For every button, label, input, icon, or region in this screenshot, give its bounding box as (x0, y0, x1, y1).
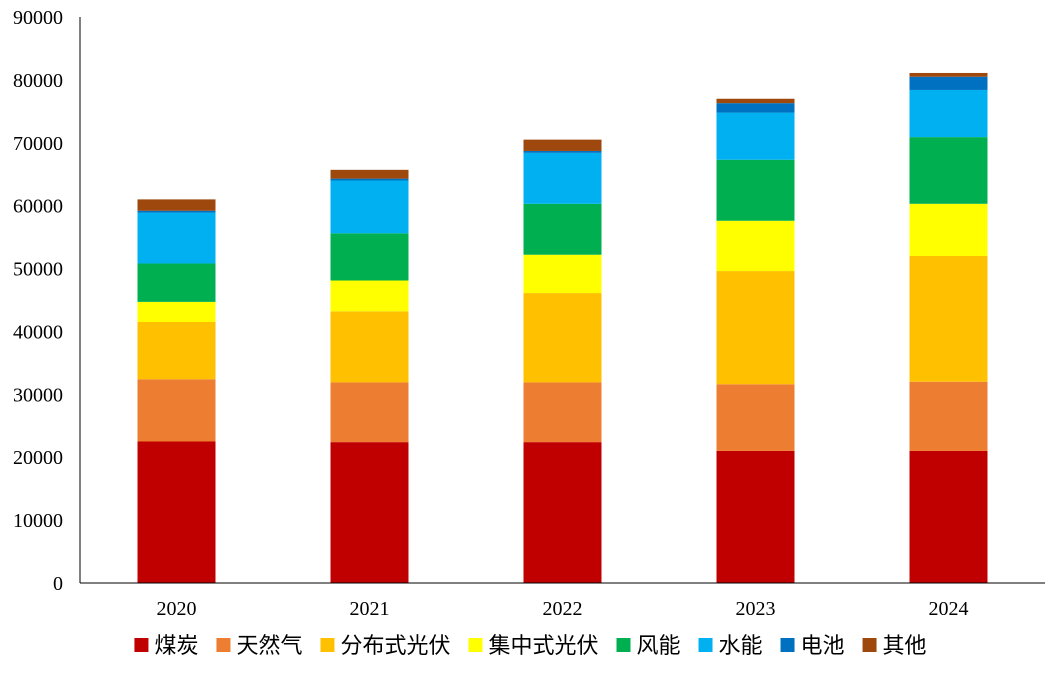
y-tick-label: 30000 (13, 384, 63, 406)
legend-swatch (698, 638, 713, 652)
legend-label: 分布式光伏 (340, 634, 450, 659)
axes-layer: 2020 2021 2022 2023 2024 0 10000 20000 30000 4000… (13, 7, 1045, 620)
x-tick-label: 2022 (543, 598, 583, 620)
bar-segment-2022-3 (523, 254, 602, 294)
y-tick-label: 70000 (13, 133, 63, 155)
bar-segment-2022-1 (523, 382, 602, 443)
y-tick-label: 50000 (13, 259, 63, 281)
legend: 煤炭 天然气 分布式光伏 集中式光伏 风能 水能 电池 其他 (134, 634, 927, 659)
bar-segment-2021-3 (330, 280, 409, 312)
legend-label: 天然气 (236, 634, 302, 659)
bar-segment-2023-4 (716, 159, 795, 221)
bar-segment-2022-2 (523, 293, 602, 383)
bar-segment-2023-6 (716, 103, 795, 113)
legend-swatch (616, 638, 631, 652)
bar-segment-2020-6 (137, 210, 216, 213)
bar-segment-2021-5 (330, 180, 409, 234)
bar-segment-2021-6 (330, 178, 409, 181)
bar-segment-2023-3 (716, 220, 795, 272)
legend-label: 煤炭 (154, 634, 198, 659)
bar-segment-2020-5 (137, 212, 216, 264)
bar-segment-2021-2 (330, 311, 409, 383)
bar-segment-2023-1 (716, 384, 795, 451)
bar-segment-2024-6 (909, 76, 988, 90)
bar-segment-2021-4 (330, 233, 409, 281)
bar-segment-2024-7 (909, 72, 988, 77)
bar-segment-2022-4 (523, 203, 602, 255)
bar-segment-2020-7 (137, 199, 216, 211)
bar-segment-2024-0 (909, 450, 988, 583)
y-tick-label: 10000 (13, 510, 63, 532)
legend-label: 风能 (637, 634, 681, 659)
y-tick-label: 40000 (13, 321, 63, 343)
bar-segment-2024-1 (909, 381, 988, 451)
x-tick-label: 2023 (736, 598, 776, 620)
y-tick-label: 20000 (13, 447, 63, 469)
legend-swatch (216, 638, 231, 652)
x-tick-label: 2020 (157, 598, 197, 620)
legend-label: 集中式光伏 (488, 634, 598, 659)
bar-segment-2020-2 (137, 322, 216, 380)
bar-segment-2020-0 (137, 441, 216, 583)
bars-layer (137, 72, 988, 583)
y-tick-label: 60000 (13, 196, 63, 218)
bar-segment-2023-5 (716, 112, 795, 160)
bar-segment-2022-6 (523, 150, 602, 153)
bar-segment-2021-1 (330, 382, 409, 443)
legend-swatch (862, 638, 877, 652)
x-tick-label: 2024 (929, 598, 969, 620)
y-tick-label: 90000 (13, 7, 63, 29)
bar-segment-2023-2 (716, 271, 795, 385)
legend-swatch (320, 638, 335, 652)
bar-segment-2022-7 (523, 139, 602, 151)
bar-segment-2023-0 (716, 450, 795, 583)
bar-segment-2020-4 (137, 263, 216, 302)
bar-segment-2021-7 (330, 169, 409, 179)
bar-segment-2022-5 (523, 152, 602, 204)
legend-label: 电池 (801, 634, 845, 659)
legend-label: 水能 (719, 634, 763, 659)
bar-segment-2020-3 (137, 301, 216, 323)
bar-segment-2024-3 (909, 203, 988, 256)
y-tick-label: 80000 (13, 70, 63, 92)
legend-swatch (468, 638, 483, 652)
bar-segment-2024-5 (909, 89, 988, 138)
bar-segment-2024-2 (909, 255, 988, 382)
legend-swatch (780, 638, 795, 652)
legend-swatch (134, 638, 149, 652)
x-tick-label: 2021 (350, 598, 390, 620)
legend-label: 其他 (883, 634, 927, 659)
bar-segment-2023-7 (716, 98, 795, 104)
bar-segment-2024-4 (909, 137, 988, 204)
bar-segment-2022-0 (523, 442, 602, 583)
bar-segment-2020-1 (137, 379, 216, 442)
bar-segment-2021-0 (330, 442, 409, 583)
y-tick-label: 0 (53, 573, 63, 595)
